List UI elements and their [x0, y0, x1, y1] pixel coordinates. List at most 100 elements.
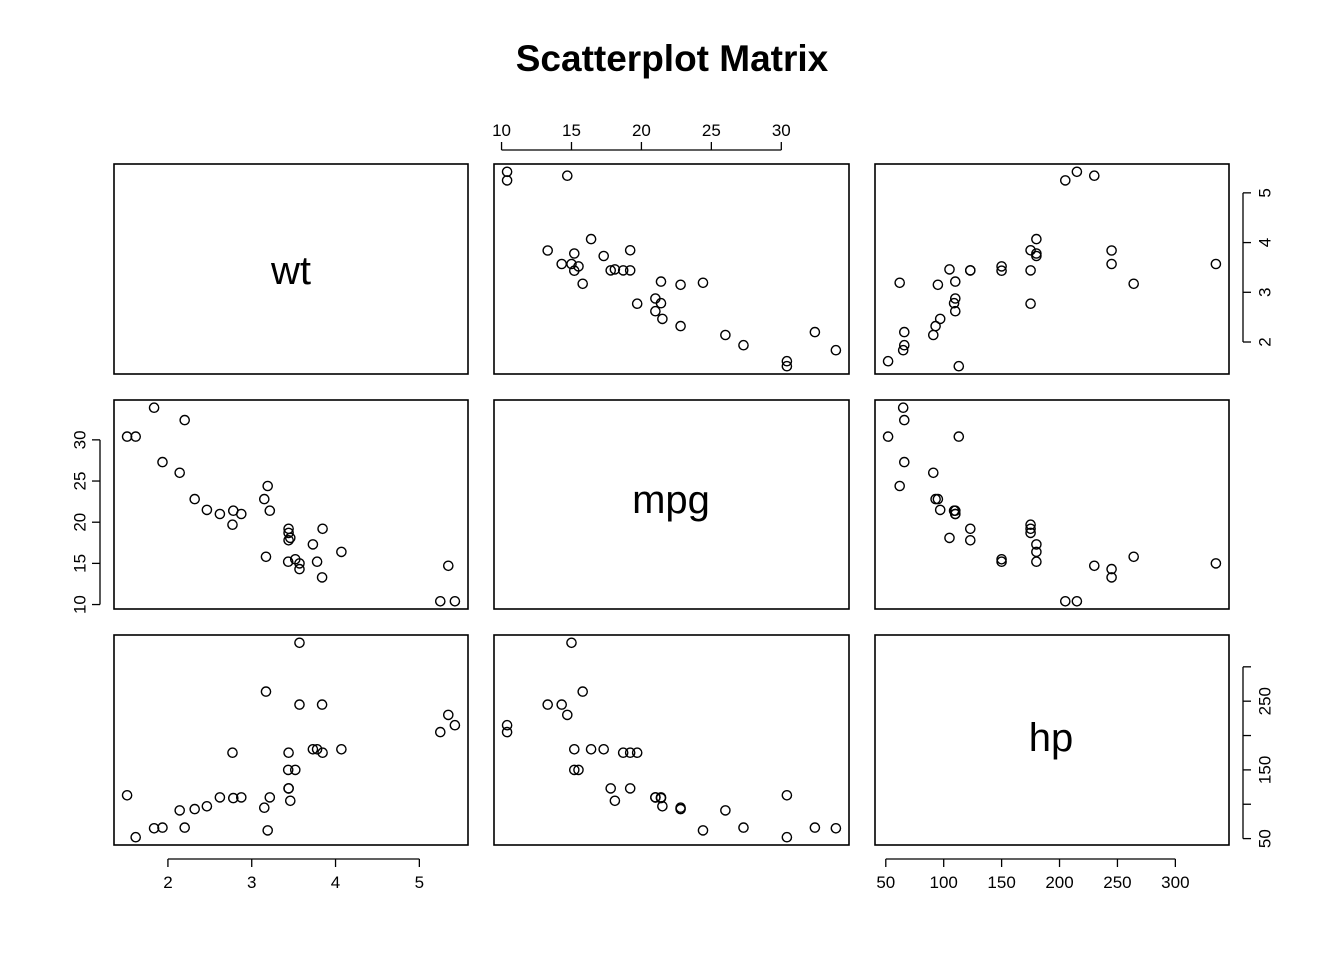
point-wt-vs-hp-5: [944, 264, 955, 275]
point-wt-vs-mpg-25: [738, 339, 749, 351]
point-wt-vs-hp-16: [1089, 170, 1100, 181]
point-mpg-vs-hp-8: [932, 493, 944, 505]
tick-label-hp-bottom-3: 200: [1045, 873, 1073, 892]
point-wt-vs-mpg-17: [809, 326, 821, 338]
tick-label-wt-right-0: 2: [1256, 337, 1275, 346]
point-hp-vs-wt-27: [121, 790, 133, 801]
point-hp-vs-mpg-28: [577, 686, 589, 697]
point-hp-vs-wt-31: [227, 792, 239, 804]
point-mpg-vs-hp-14: [1060, 596, 1071, 607]
tick-label-wt-right-2: 4: [1256, 238, 1275, 247]
point-wt-vs-hp-14: [1060, 175, 1071, 186]
point-wt-vs-mpg-3: [655, 276, 667, 287]
point-mpg-vs-wt-6: [294, 563, 305, 575]
point-wt-vs-mpg-16: [562, 170, 573, 181]
point-mpg-vs-hp-10: [965, 535, 976, 546]
point-mpg-vs-wt-2: [189, 493, 200, 505]
panel-frame-hp-wt: [113, 634, 469, 846]
point-wt-vs-mpg-24: [624, 244, 636, 256]
point-hp-vs-wt-8: [258, 802, 270, 814]
point-hp-vs-mpg-22: [569, 764, 580, 776]
tick-label-wt-bottom-0: 2: [163, 873, 172, 892]
point-wt-vs-mpg-18: [781, 355, 793, 367]
panel-frame-mpg-wt: [113, 399, 469, 610]
point-wt-vs-mpg-5: [609, 264, 621, 275]
panel-frame-wt-wt: [113, 163, 469, 375]
panel-frame-mpg-hp: [874, 399, 1230, 610]
point-hp-vs-mpg-13: [569, 744, 580, 755]
tick-label-hp-bottom-1: 100: [930, 873, 958, 892]
point-hp-vs-mpg-5: [609, 795, 621, 807]
point-mpg-vs-wt-10: [283, 535, 294, 546]
tick-label-mpg-left-1: 15: [71, 554, 90, 573]
point-mpg-vs-wt-11: [336, 546, 347, 558]
point-hp-vs-mpg-17: [809, 822, 821, 833]
diag-label-mpg: mpg: [632, 478, 710, 522]
axis-hp-right: 50 150 250: [1242, 666, 1275, 848]
point-wt-vs-hp-6: [1106, 258, 1117, 270]
point-hp-vs-wt-17: [179, 822, 190, 833]
tick-label-wt-right-1: 3: [1256, 288, 1275, 297]
point-hp-vs-wt-7: [262, 825, 274, 836]
point-hp-vs-mpg-30: [566, 637, 577, 649]
point-wt-vs-mpg-31: [655, 297, 667, 309]
point-hp-vs-mpg-19: [830, 823, 842, 834]
point-hp-vs-mpg-8: [675, 802, 686, 814]
tick-label-mpg-left-0: 10: [71, 595, 90, 614]
point-mpg-vs-hp-27: [953, 431, 965, 442]
point-mpg-vs-wt-25: [157, 456, 168, 468]
point-wt-vs-mpg-26: [720, 329, 731, 341]
tick-label-hp-bottom-2: 150: [987, 873, 1015, 892]
axis-hp-bottom: 50 100 150 200 250 300: [876, 858, 1190, 892]
point-mpg-vs-wt-28: [260, 551, 272, 563]
axis-mpg-top: 10 15 20 25 30: [492, 121, 791, 151]
point-wt-vs-hp-23: [1106, 245, 1117, 256]
panel-hp-vs-mpg: [501, 637, 842, 843]
point-mpg-vs-wt-12: [307, 539, 319, 550]
point-hp-vs-mpg-31: [655, 792, 667, 804]
point-hp-vs-wt-3: [264, 792, 276, 803]
diag-label-hp: hp: [1029, 716, 1074, 760]
point-mpg-vs-hp-13: [1031, 556, 1042, 568]
point-hp-vs-mpg-16: [562, 709, 573, 721]
point-wt-vs-hp-28: [1128, 278, 1139, 290]
point-hp-vs-mpg-20: [657, 801, 668, 812]
point-mpg-vs-hp-12: [1031, 539, 1042, 550]
point-hp-vs-wt-0: [214, 792, 226, 803]
point-hp-vs-mpg-21: [573, 764, 584, 776]
point-hp-vs-mpg-29: [631, 747, 643, 759]
point-mpg-vs-wt-26: [174, 467, 185, 479]
point-mpg-vs-wt-16: [442, 560, 454, 572]
tick-label-wt-right-3: 5: [1256, 188, 1275, 197]
panel-frame-hp-mpg: [493, 634, 850, 846]
point-wt-vs-mpg-11: [585, 233, 597, 245]
point-hp-vs-wt-4: [283, 747, 294, 759]
point-hp-vs-wt-21: [289, 764, 301, 776]
panel-mpg-vs-wt: [121, 402, 461, 607]
point-mpg-vs-hp-26: [928, 467, 939, 479]
tick-label-mpg-top-4: 30: [772, 121, 791, 140]
point-hp-vs-mpg-4: [617, 747, 629, 759]
point-mpg-vs-hp-30: [1210, 558, 1222, 569]
point-hp-vs-wt-16: [442, 709, 454, 721]
tick-label-wt-bottom-3: 5: [415, 873, 424, 892]
point-hp-vs-wt-28: [260, 686, 272, 697]
point-wt-vs-mpg-13: [569, 248, 580, 259]
panels: [113, 163, 1230, 846]
panel-frame-wt-mpg: [493, 163, 850, 375]
point-hp-vs-mpg-12: [598, 744, 610, 755]
tick-label-mpg-left-3: 25: [71, 472, 90, 491]
point-mpg-vs-wt-20: [201, 504, 213, 516]
point-wt-vs-mpg-27: [781, 360, 793, 372]
point-mpg-vs-hp-31: [948, 505, 960, 517]
tick-label-hp-bottom-4: 250: [1103, 873, 1131, 892]
point-mpg-vs-hp-20: [934, 504, 946, 516]
point-wt-vs-hp-20: [934, 313, 946, 325]
tick-label-mpg-top-1: 15: [562, 121, 581, 140]
point-wt-vs-mpg-20: [657, 313, 668, 325]
point-hp-vs-mpg-14: [501, 726, 513, 738]
point-wt-vs-hp-15: [1071, 166, 1083, 178]
point-wt-vs-hp-22: [996, 265, 1007, 277]
tick-label-mpg-left-2: 20: [71, 513, 90, 532]
point-hp-vs-wt-5: [284, 795, 296, 807]
